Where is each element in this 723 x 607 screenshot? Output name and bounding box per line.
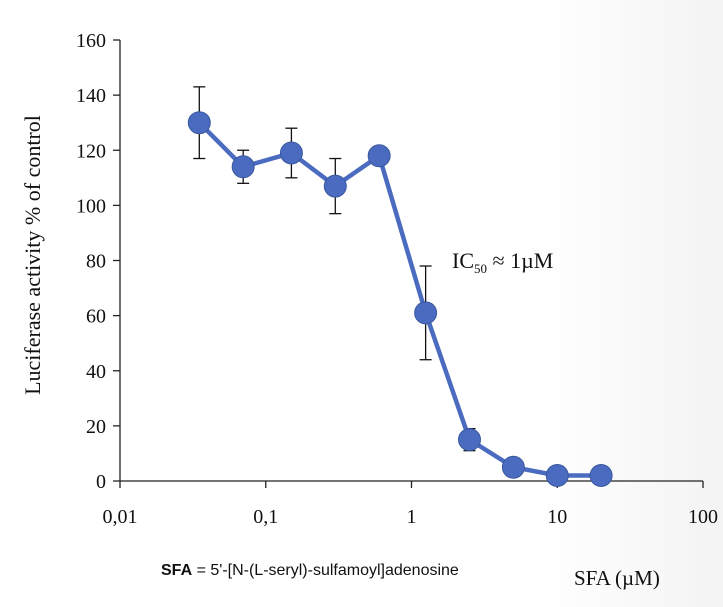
x-tick-label: 1 <box>407 506 417 528</box>
y-tick-label: 0 <box>96 471 106 493</box>
ic50-value: ≈ 1µM <box>487 248 553 273</box>
data-point <box>231 155 255 179</box>
data-point <box>323 174 347 198</box>
x-tick-label: 0,1 <box>253 506 278 528</box>
caption-abbrev: SFA <box>161 562 193 579</box>
error-bars <box>193 86 476 452</box>
y-tick-label: 100 <box>76 195 106 217</box>
ic50-annotation: IC50 ≈ 1µM <box>452 248 553 276</box>
ic50-main: IC <box>452 248 474 273</box>
y-tick-labels: 0 20 40 60 80 100 120 140 160 <box>76 30 106 493</box>
data-point <box>457 428 481 452</box>
y-tick-label: 160 <box>76 30 106 52</box>
data-point <box>501 455 525 479</box>
y-tick-label: 40 <box>86 361 106 383</box>
y-tick-label: 20 <box>86 416 106 438</box>
y-tick-label: 80 <box>86 251 106 273</box>
ic50-subscript: 50 <box>474 261 487 276</box>
data-point <box>589 463 613 487</box>
y-tick-label: 140 <box>76 85 106 107</box>
x-tick-label: 100 <box>688 506 718 528</box>
caption-text: = 5'-[N-(L-seryl)-sulfamoyl]adenosine <box>192 562 459 579</box>
data-point <box>367 144 391 168</box>
series-line <box>197 121 602 478</box>
data-point <box>187 111 211 135</box>
y-tick-label: 60 <box>86 306 106 328</box>
x-tick-labels: 0,01 0,1 1 10 100 <box>103 506 719 528</box>
x-tick-label: 10 <box>547 506 567 528</box>
axes <box>113 39 704 488</box>
x-axis-label: SFA (µM) <box>574 566 660 590</box>
caption: SFA = 5'-[N-(L-seryl)-sulfamoyl]adenosin… <box>161 562 459 580</box>
x-tick-label: 0,01 <box>103 506 138 528</box>
y-tick-label: 120 <box>76 140 106 162</box>
data-point <box>414 301 438 325</box>
data-point <box>279 141 303 165</box>
series <box>187 111 613 487</box>
y-axis-label: Luciferase activity % of control <box>20 115 45 395</box>
data-point <box>545 463 569 487</box>
